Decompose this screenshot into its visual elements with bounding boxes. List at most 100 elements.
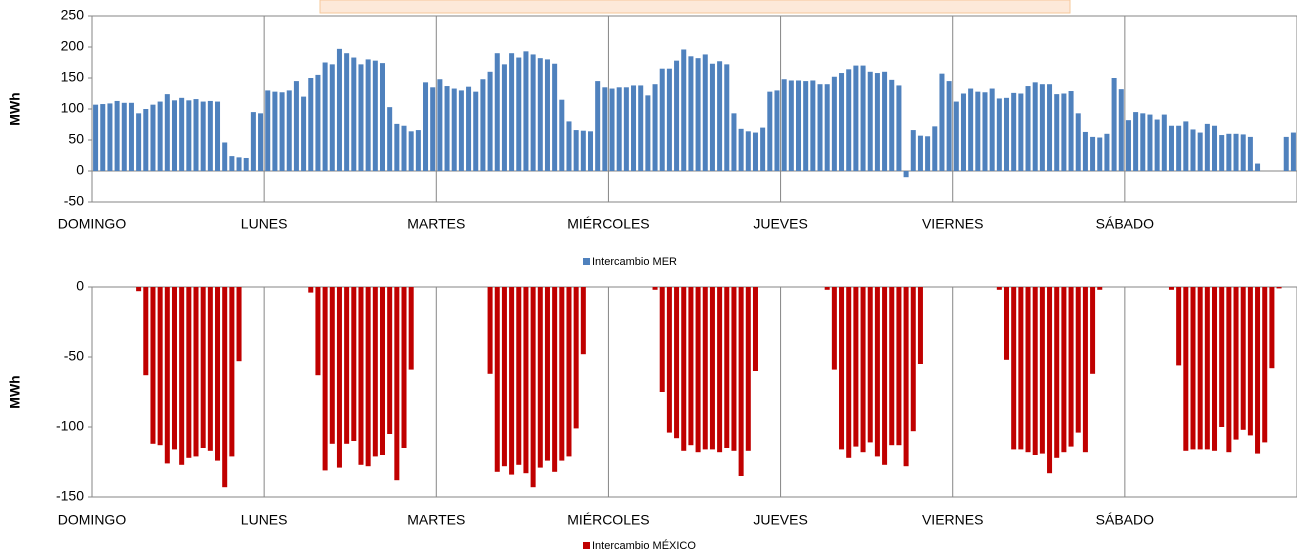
bar	[910, 287, 916, 432]
bar	[752, 287, 758, 371]
bar	[494, 287, 500, 472]
bar	[372, 287, 378, 457]
bar	[559, 99, 565, 171]
bar	[401, 125, 407, 171]
bar	[1068, 287, 1074, 447]
bar	[1219, 287, 1225, 427]
bar	[975, 91, 981, 171]
bar	[136, 287, 142, 292]
bar	[466, 86, 472, 171]
y-tick-label: 0	[76, 162, 84, 178]
bar	[487, 287, 493, 374]
bar	[1104, 133, 1110, 171]
bar	[437, 79, 443, 171]
bar	[509, 53, 515, 172]
bar	[1190, 287, 1196, 450]
bar	[1039, 84, 1045, 171]
bar	[509, 287, 515, 475]
bar	[458, 90, 464, 171]
bar	[1061, 287, 1067, 453]
bar	[910, 130, 916, 171]
bar	[1226, 133, 1232, 171]
bar	[365, 287, 371, 467]
bar	[379, 287, 386, 455]
bar	[652, 287, 658, 290]
bar	[674, 287, 680, 439]
x-tick-label: MARTES	[407, 216, 465, 232]
bar	[580, 287, 586, 355]
bar	[1233, 287, 1239, 440]
bar	[186, 287, 192, 458]
bar	[530, 287, 536, 488]
bar	[200, 287, 206, 448]
x-tick-label: VIERNES	[922, 216, 983, 232]
bar	[867, 71, 873, 171]
bar	[179, 97, 185, 171]
bar	[1183, 121, 1189, 171]
bar	[903, 287, 909, 467]
y-tick-label: 0	[76, 278, 84, 294]
bar	[1154, 119, 1160, 171]
legend-label: Intercambio MÉXICO	[592, 539, 696, 552]
bar	[279, 92, 285, 171]
bar	[738, 128, 744, 171]
bar	[157, 101, 163, 171]
bar	[803, 81, 809, 171]
bar	[1025, 86, 1031, 171]
bar	[473, 91, 479, 171]
bar	[171, 100, 177, 171]
bar	[889, 79, 895, 171]
bar	[960, 93, 966, 171]
bar	[351, 57, 357, 171]
bar	[1255, 287, 1261, 454]
bar	[423, 82, 429, 171]
bar	[164, 287, 170, 464]
bar	[1176, 125, 1182, 171]
bar	[674, 60, 680, 171]
bar	[530, 54, 536, 171]
bar	[609, 88, 615, 171]
bar	[1204, 123, 1210, 171]
bar	[968, 88, 974, 171]
bar	[408, 131, 414, 171]
bar	[143, 109, 149, 171]
bar	[953, 101, 959, 171]
bar	[215, 287, 221, 461]
bar	[1018, 93, 1024, 171]
bar	[659, 68, 665, 171]
bar	[681, 287, 687, 451]
bar	[236, 287, 242, 362]
bar	[93, 104, 99, 171]
bar	[136, 113, 142, 171]
bar	[1255, 163, 1261, 171]
bar	[717, 287, 723, 453]
bar	[1204, 287, 1210, 450]
bar	[709, 63, 715, 171]
x-tick-label: MARTES	[407, 512, 465, 528]
bar	[336, 48, 342, 171]
bar	[566, 121, 572, 171]
bar	[860, 287, 866, 453]
bar	[867, 287, 873, 443]
bar	[731, 113, 737, 171]
x-tick-label: LUNES	[241, 512, 288, 528]
bar	[839, 73, 845, 171]
bar	[1011, 287, 1017, 450]
bar	[193, 287, 199, 457]
bar	[1233, 133, 1239, 171]
bar	[638, 85, 644, 171]
bar	[587, 131, 594, 171]
bar	[408, 287, 414, 370]
bar	[752, 132, 758, 171]
bar	[544, 287, 550, 461]
bar	[358, 287, 364, 465]
bar	[1025, 287, 1031, 453]
bar	[523, 51, 529, 172]
y-tick-label: -50	[64, 348, 84, 364]
bar	[1011, 92, 1017, 171]
y-tick-label: 100	[61, 100, 85, 116]
bar	[387, 287, 393, 434]
bar	[760, 127, 766, 171]
bar	[552, 63, 558, 171]
bar	[1054, 94, 1060, 171]
